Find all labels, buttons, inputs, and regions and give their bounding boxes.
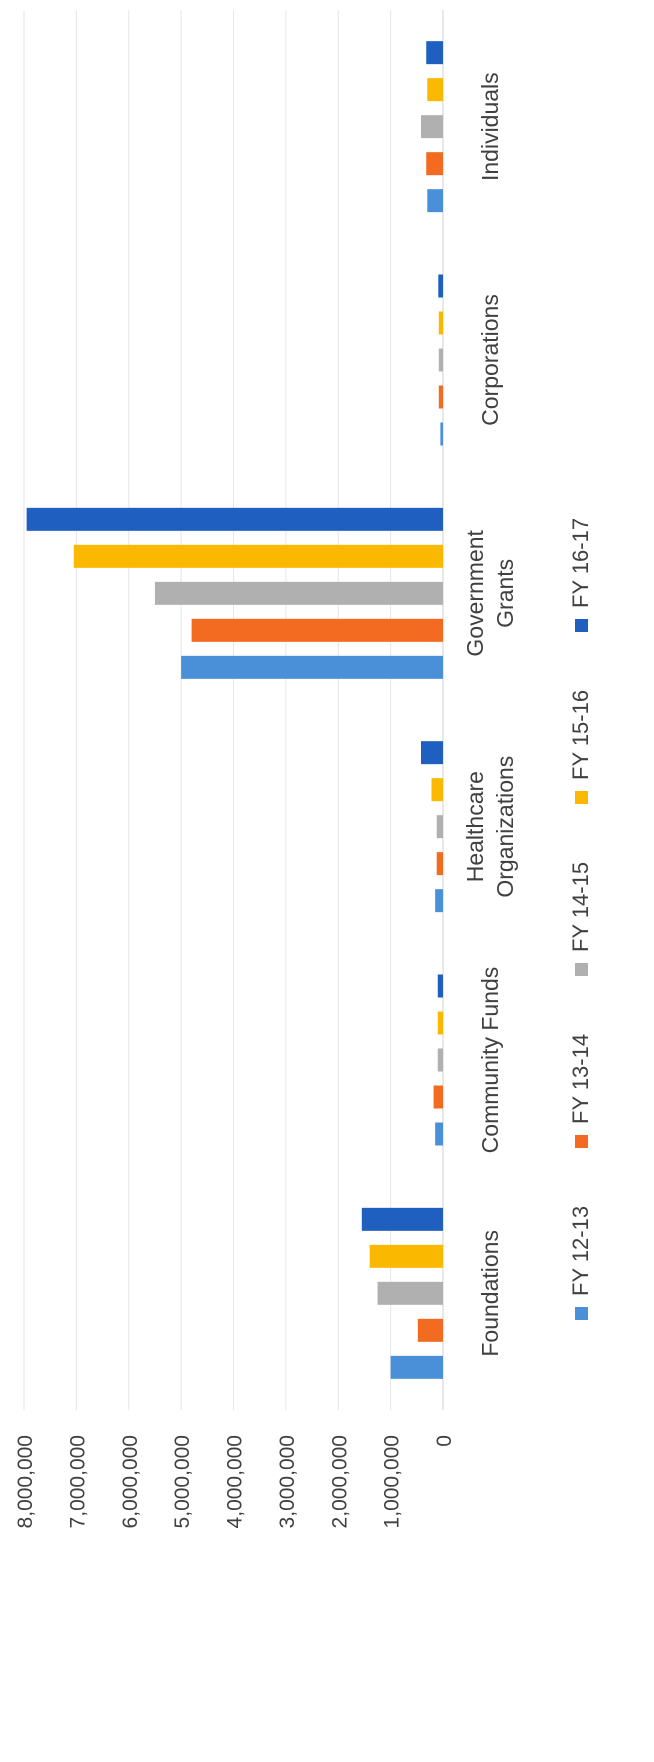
bar xyxy=(369,1244,443,1268)
legend-label: FY 15-16 xyxy=(568,690,593,780)
bar xyxy=(421,741,443,765)
bar xyxy=(26,507,444,531)
bar xyxy=(438,385,443,409)
category-label: Government Grants xyxy=(462,529,518,656)
y-tick-label: 3,000,000 xyxy=(276,1435,299,1528)
category-label-line: Corporations xyxy=(477,294,503,426)
y-tick-label: 0 xyxy=(433,1435,456,1447)
legend-swatch xyxy=(575,619,588,632)
bar xyxy=(435,889,443,913)
y-tick-label: 7,000,000 xyxy=(66,1435,89,1528)
category-label-line: Government xyxy=(462,529,488,656)
bar xyxy=(421,115,443,139)
category-label: Corporations xyxy=(477,294,503,426)
bar xyxy=(390,1355,443,1379)
legend-swatch xyxy=(575,791,588,804)
bar xyxy=(438,274,443,298)
bar xyxy=(437,1048,443,1072)
y-tick-label: 6,000,000 xyxy=(119,1435,142,1528)
bar xyxy=(426,41,443,65)
gridlines xyxy=(23,10,444,1410)
category-label: Healthcare Organizations xyxy=(462,756,518,898)
bar xyxy=(436,852,443,876)
category-label-line: Individuals xyxy=(477,72,503,181)
bar xyxy=(437,974,443,998)
legend-label: FY 13-14 xyxy=(568,1034,593,1124)
category-label-line: Healthcare xyxy=(462,771,488,882)
bar xyxy=(154,581,443,605)
legend-swatch xyxy=(575,1307,588,1320)
bar xyxy=(433,1085,443,1109)
legend: FY 12-13 FY 13-14 FY 14-15 FY 15-16 FY 16-17 xyxy=(568,518,593,1320)
bar xyxy=(191,618,443,642)
bar xyxy=(436,815,443,839)
bar xyxy=(181,655,443,679)
y-tick-label: 1,000,000 xyxy=(381,1435,404,1528)
bar xyxy=(431,778,443,802)
legend-swatch xyxy=(575,963,588,976)
y-tick-label: 4,000,000 xyxy=(224,1435,247,1528)
y-tick-label: 5,000,000 xyxy=(171,1435,194,1528)
category-label: Individuals xyxy=(477,72,503,181)
bar xyxy=(437,1011,443,1035)
bar xyxy=(377,1281,443,1305)
bar xyxy=(427,189,443,213)
y-tick-label: 2,000,000 xyxy=(328,1435,351,1528)
legend-label: FY 12-13 xyxy=(568,1206,593,1296)
bars xyxy=(26,41,444,1379)
bar xyxy=(438,348,443,372)
category-label: Foundations xyxy=(477,1230,503,1357)
bar xyxy=(73,544,443,568)
category-label-line: Grants xyxy=(492,559,518,628)
category-labels: Foundations Community Funds Healthcare Orga… xyxy=(462,72,518,1356)
bar xyxy=(426,152,443,176)
bar xyxy=(427,78,443,102)
bar xyxy=(438,311,443,335)
bar xyxy=(417,1318,443,1342)
legend-swatch xyxy=(575,1135,588,1148)
category-label-line: Foundations xyxy=(477,1230,503,1357)
bar xyxy=(435,1122,443,1146)
bar xyxy=(361,1207,443,1231)
category-label-line: Organizations xyxy=(492,756,518,898)
legend-label: FY 14-15 xyxy=(568,862,593,952)
bar xyxy=(440,422,443,446)
y-tick-label: 8,000,000 xyxy=(14,1435,37,1528)
category-label-line: Community Funds xyxy=(477,967,503,1154)
y-axis-ticks: 0 1,000,000 2,000,000 3,000,000 4,000,000 5,0… xyxy=(14,1435,456,1528)
category-label: Community Funds xyxy=(477,967,503,1154)
legend-label: FY 16-17 xyxy=(568,518,593,608)
